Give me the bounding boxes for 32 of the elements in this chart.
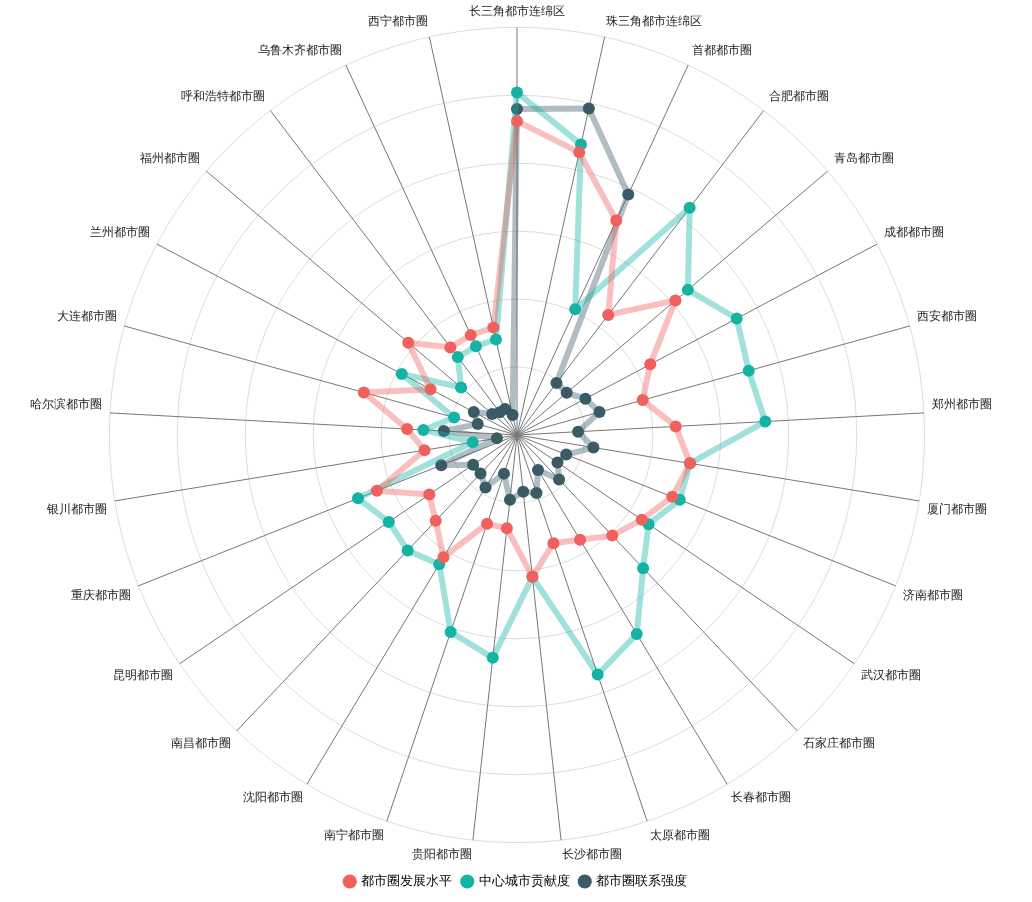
- spoke-label: 武汉都市圈: [860, 667, 921, 682]
- spoke-label: 长三角都市连绵区: [469, 4, 565, 19]
- spoke-label: 重庆都市圈: [70, 588, 131, 603]
- spoke-label: 首都都市圈: [691, 42, 752, 57]
- spoke-label: 兰州都市圈: [89, 225, 150, 240]
- spoke-label: 成都都市圈: [884, 225, 945, 240]
- spoke-label: 沈阳都市圈: [242, 790, 303, 805]
- spoke-label: 福州都市圈: [140, 150, 201, 165]
- legend-label: 都市圈发展水平: [361, 872, 453, 888]
- spoke-label: 济南都市圈: [903, 588, 964, 603]
- spoke-label: 乌鲁木齐都市圈: [258, 42, 343, 57]
- legend-label: 中心城市贡献度: [478, 872, 570, 888]
- spoke-label: 石家庄都市圈: [802, 736, 875, 751]
- spoke-label: 呼和浩特都市圈: [181, 89, 266, 104]
- spoke-label: 长沙都市圈: [561, 847, 622, 862]
- spoke-label: 合肥都市圈: [768, 89, 829, 104]
- spoke-label: 青岛都市圈: [833, 150, 894, 165]
- spoke-label: 西宁都市圈: [367, 14, 428, 29]
- spoke-label: 昆明都市圈: [113, 667, 174, 682]
- spoke-label: 南宁都市圈: [324, 828, 385, 843]
- spoke-label: 银川都市圈: [45, 501, 107, 516]
- spoke-label: 哈尔滨都市圈: [30, 397, 103, 412]
- spoke-label: 厦门都市圈: [927, 501, 988, 516]
- spoke-label: 贵阳都市圈: [412, 847, 473, 862]
- spoke-label: 大连都市圈: [56, 308, 117, 323]
- spoke-label: 南昌都市圈: [171, 736, 232, 751]
- spoke-label: 西安都市圈: [917, 308, 978, 323]
- spoke-label: 郑州都市圈: [931, 397, 992, 412]
- spoke-label: 长春都市圈: [731, 790, 792, 805]
- spoke-label: 珠三角都市连绵区: [606, 14, 703, 29]
- spoke-label: 太原都市圈: [649, 828, 710, 843]
- legend-label: 都市圈联系强度: [596, 872, 688, 888]
